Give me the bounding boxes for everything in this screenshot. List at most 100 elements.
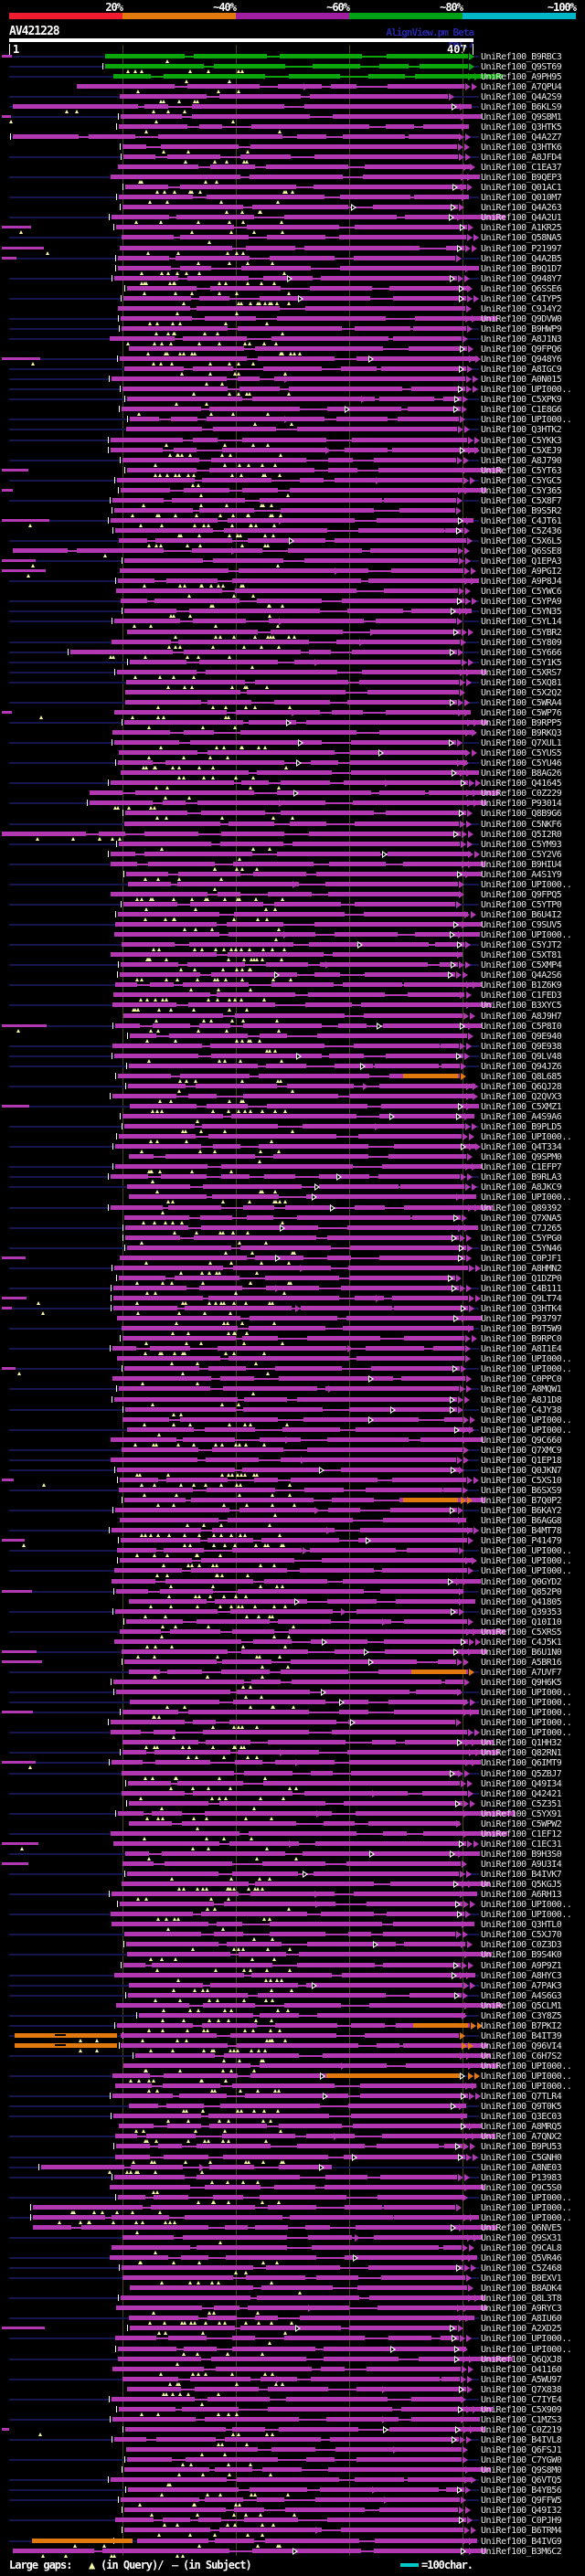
hit-label[interactable]: UniRef100_C0PJH9 [481, 2516, 562, 2527]
hit-label[interactable]: UniRef100_Q89392 [481, 1203, 562, 1214]
hit-label[interactable]: UniRef100_UPI000.. [481, 930, 572, 941]
hit-label[interactable]: UniRef100_UPI000.. [481, 1910, 572, 1921]
alignment-row[interactable]: UniRef100_Q39353 [0, 1607, 585, 1618]
alignment-row[interactable]: UniRef100_C5Y1K5 [0, 657, 585, 669]
hit-label[interactable]: UniRef100_C0Z229 [481, 789, 562, 800]
alignment-row[interactable]: UniRef100_B7Q0P2 [0, 1496, 585, 1508]
hit-label[interactable]: UniRef100_Q0GYD2 [481, 1576, 562, 1587]
hit-label[interactable]: UniRef100_P41479 [481, 1536, 562, 1547]
alignment-row[interactable]: UniRef100_C0Z219 [0, 2425, 585, 2436]
hit-label[interactable]: UniRef100_Q3HTK2 [481, 425, 562, 436]
hit-label[interactable]: UniRef100_C5WPW2 [481, 1818, 562, 1829]
alignment-row[interactable]: UniRef100_Q9DVW0 [0, 314, 585, 325]
hit-label[interactable]: UniRef100_C7J265 [481, 1223, 562, 1234]
hit-label[interactable]: UniRef100_C4IYP5 [481, 293, 562, 304]
alignment-row[interactable]: UniRef100_Q6QXJ8 [0, 2355, 585, 2366]
hit-label[interactable]: UniRef100_Q9E940 [481, 1031, 562, 1042]
alignment-row[interactable]: UniRef100_B9S5R2 [0, 506, 585, 517]
hit-label[interactable]: UniRef100_UPI000.. [481, 2212, 572, 2223]
alignment-row[interactable]: UniRef100_Q3HTK2 [0, 425, 585, 435]
hit-label[interactable]: UniRef100_UPI000.. [481, 1415, 572, 1426]
hit-label[interactable]: UniRef100_B9S4K0 [481, 1950, 562, 1961]
hit-label[interactable]: UniRef100_C4JT61 [481, 515, 562, 526]
alignment-row[interactable]: UniRef100_Q3HTK5 [0, 122, 585, 133]
hit-label[interactable]: UniRef100_C5Y809 [481, 637, 562, 648]
hit-label[interactable]: UniRef100_B4YB56 [481, 2486, 562, 2496]
hit-label[interactable]: UniRef100_B9RPC0 [481, 1334, 562, 1345]
hit-label[interactable]: UniRef100_UPI000.. [481, 2192, 572, 2203]
hit-label[interactable]: UniRef100_Q5I2R0 [481, 829, 562, 840]
alignment-row[interactable]: UniRef100_C5Z468 [0, 2263, 585, 2275]
alignment-row[interactable]: UniRef100_UPI000.. [0, 2345, 585, 2356]
hit-label[interactable]: UniRef100_Q9S8M0 [481, 2465, 562, 2476]
hit-label[interactable]: UniRef100_B9EXV1 [481, 2274, 562, 2284]
hit-label[interactable]: UniRef100_Q9FFW5 [481, 2496, 562, 2507]
alignment-row[interactable]: UniRef100_A8I1E4 [0, 1344, 585, 1356]
hit-label[interactable]: UniRef100_P93797 [481, 1314, 562, 1325]
alignment-row[interactable]: UniRef100_UPI000.. [0, 879, 585, 891]
alignment-row[interactable]: UniRef100_Q6SSE8 [0, 546, 585, 558]
hit-label[interactable]: UniRef100_C5GNH0 [481, 2152, 562, 2163]
hit-label[interactable]: UniRef100_Q4A2Z7 [481, 132, 562, 143]
hit-label[interactable]: UniRef100_A8IGC9 [481, 365, 562, 376]
hit-label[interactable]: UniRef100_Q5KGJ5 [481, 1880, 562, 1891]
hit-label[interactable]: UniRef100_Q3HTK5 [481, 122, 562, 133]
hit-label[interactable]: UniRef100_C5Y666 [481, 647, 562, 658]
alignment-row[interactable]: UniRef100_B9RKQ3 [0, 728, 585, 738]
alignment-row[interactable]: UniRef100_Q4A2B5 [0, 254, 585, 265]
alignment-row[interactable]: UniRef100_A4S1Y9 [0, 869, 585, 881]
hit-label[interactable]: UniRef100_A4S1Y9 [481, 869, 562, 880]
alignment-row[interactable]: UniRef100_C4JY38 [0, 1405, 585, 1416]
hit-label[interactable]: UniRef100_Q7XMC9 [481, 1445, 562, 1456]
alignment-row[interactable]: UniRef100_UPI000.. [0, 1364, 585, 1376]
alignment-row[interactable]: UniRef100_Q4A2S6 [0, 970, 585, 982]
alignment-row[interactable]: UniRef100_Q42421 [0, 1788, 585, 1800]
alignment-row[interactable]: UniRef100_C1EF12 [0, 1829, 585, 1840]
hit-label[interactable]: UniRef100_Q6SSE6 [481, 283, 562, 294]
hit-label[interactable]: UniRef100_C1EFP7 [481, 1162, 562, 1173]
hit-label[interactable]: UniRef100_Q9SX31 [481, 2232, 562, 2243]
hit-label[interactable]: UniRef100_C5X909 [481, 2404, 562, 2415]
alignment-row[interactable]: UniRef100_A5BR16 [0, 1658, 585, 1669]
alignment-row[interactable]: UniRef100_B6U4I2 [0, 910, 585, 921]
alignment-row[interactable]: UniRef100_C5X8F7 [0, 496, 585, 507]
hit-label[interactable]: UniRef100_Q4A263 [481, 203, 562, 214]
alignment-row[interactable]: UniRef100_UPI000.. [0, 1354, 585, 1366]
alignment-row[interactable]: UniRef100_C5XMZ1 [0, 1102, 585, 1113]
alignment-row[interactable]: UniRef100_A9U3I4 [0, 1860, 585, 1870]
hit-label[interactable]: UniRef100_B6TRM4 [481, 2526, 562, 2537]
alignment-row[interactable]: UniRef100_C5YL14 [0, 617, 585, 629]
hit-label[interactable]: UniRef100_C5Y1K5 [481, 657, 562, 668]
alignment-row[interactable]: UniRef100_Q1HH32 [0, 1738, 585, 1750]
alignment-row[interactable]: UniRef100_UPI000.. [0, 415, 585, 427]
hit-label[interactable]: UniRef100_UPI000.. [481, 1688, 572, 1699]
alignment-row[interactable]: UniRef100_B8ADK4 [0, 2284, 585, 2295]
alignment-row[interactable]: UniRef100_C5Z436 [0, 526, 585, 537]
alignment-row[interactable]: UniRef100_O41160 [0, 2365, 585, 2376]
hit-label[interactable]: UniRef100_Q42421 [481, 1788, 562, 1799]
hit-label[interactable]: UniRef100_C4J5K1 [481, 1637, 562, 1648]
alignment-row[interactable]: UniRef100_A7PAK3 [0, 1981, 585, 1992]
hit-label[interactable]: UniRef100_Q6NVE5 [481, 2222, 562, 2233]
hit-label[interactable]: UniRef100_C1EA37 [481, 163, 562, 174]
alignment-row[interactable]: UniRef100_Q948Y7 [0, 274, 585, 285]
alignment-row[interactable]: UniRef100_C5YT63 [0, 466, 585, 477]
alignment-row[interactable]: UniRef100_Q6QJ28 [0, 1082, 585, 1093]
hit-label[interactable]: UniRef100_UPI000.. [481, 2062, 572, 2072]
hit-label[interactable]: UniRef100_A8HYC3 [481, 1970, 562, 1981]
hit-label[interactable]: UniRef100_UPI000.. [481, 1132, 572, 1143]
hit-label[interactable]: UniRef100_A8MRQ5 [481, 2122, 562, 2133]
alignment-row[interactable]: UniRef100_Q5I2R0 [0, 829, 585, 841]
alignment-row[interactable]: UniRef100_C5XT81 [0, 950, 585, 962]
hit-label[interactable]: UniRef100_Q9LT74 [481, 1294, 562, 1305]
hit-label[interactable]: UniRef100_UPI000.. [481, 879, 572, 890]
alignment-row[interactable]: UniRef100_P93797 [0, 1314, 585, 1326]
hit-label[interactable]: UniRef100_Q1DZP0 [481, 1273, 562, 1284]
hit-label[interactable]: UniRef100_B6KAY2 [481, 1506, 562, 1517]
alignment-row[interactable]: UniRef100_Q01AC1 [0, 183, 585, 195]
alignment-row[interactable]: UniRef100_Q9C5S0 [0, 2183, 585, 2194]
alignment-row[interactable]: UniRef100_UPI000.. [0, 1708, 585, 1720]
alignment-row[interactable]: UniRef100_UPI000.. [0, 2334, 585, 2346]
hit-label[interactable]: UniRef100_B6U1N0 [481, 1647, 562, 1658]
hit-label[interactable]: UniRef100_Q9LV48 [481, 1051, 562, 1062]
